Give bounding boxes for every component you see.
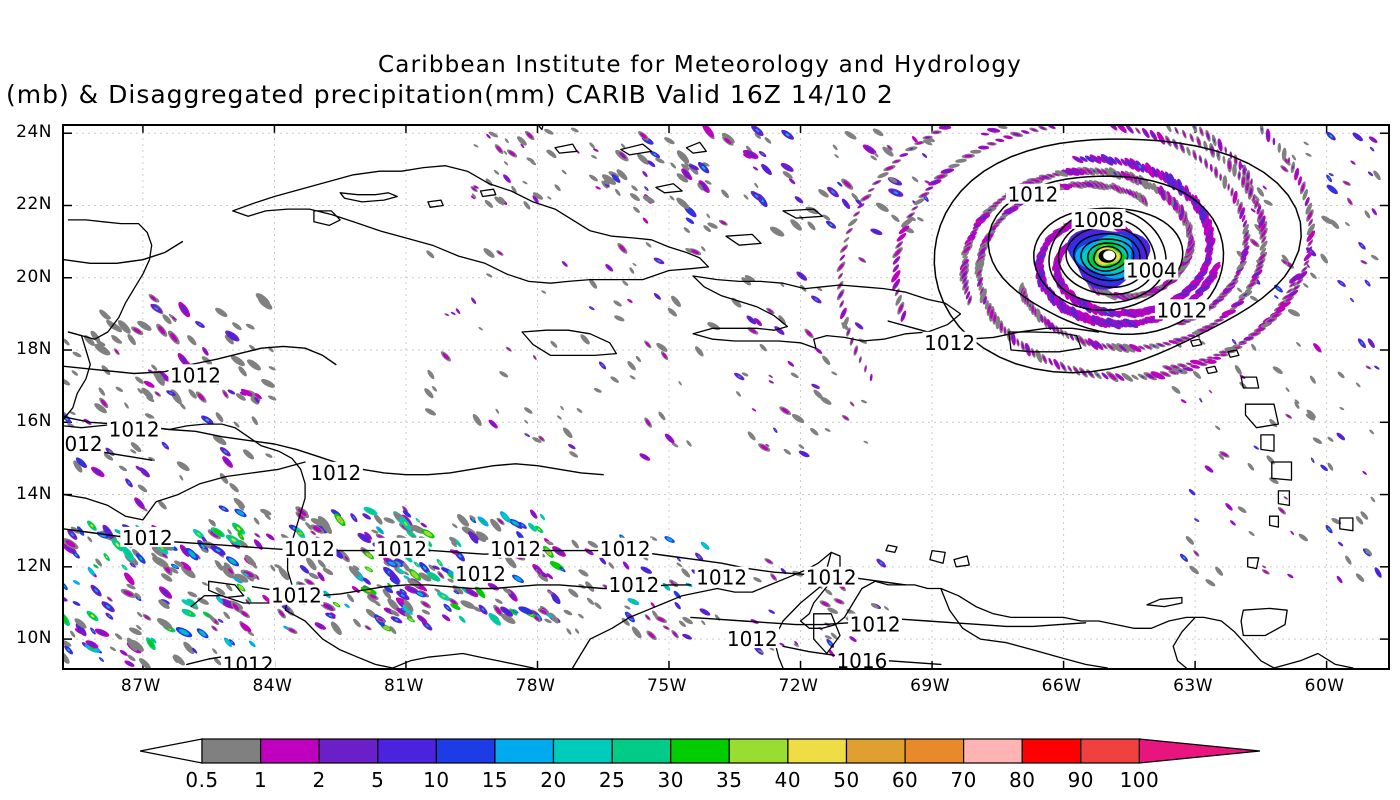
figure-title-line-2: (mb) & Disaggregated precipitation(mm) C… <box>6 80 894 109</box>
isobar-label: 1012 <box>170 363 221 387</box>
y-tick-label: 10N <box>16 628 52 649</box>
x-tick-label: 63W <box>1173 676 1214 696</box>
figure-title-block: Caribbean Institute for Meteorology and … <box>0 52 1400 109</box>
y-tick-label: 14N <box>16 483 52 504</box>
isobar-label: 1012 <box>608 573 659 597</box>
colorbar-tick-label: 20 <box>540 768 567 792</box>
x-tick-label: 66W <box>1041 676 1082 696</box>
isobar-label: 1008 <box>1073 208 1124 232</box>
colorbar-tick-label: 30 <box>657 768 684 792</box>
x-tick-label: 84W <box>252 676 293 696</box>
colorbar-tick-label: 2 <box>312 768 326 792</box>
isobar-label: 1012 <box>1007 183 1058 207</box>
y-tick-label: 20N <box>16 266 52 287</box>
isobar-label: 1012 <box>455 562 506 586</box>
x-tick-label: 72W <box>778 676 819 696</box>
isobar-label: 1012 <box>727 627 778 651</box>
colorbar-tick-label: 35 <box>716 768 743 792</box>
isobar-label: 1012 <box>924 331 975 355</box>
colorbar-tick-label: 1 <box>253 768 268 792</box>
isobar-label: 1012 <box>600 537 651 561</box>
y-tick-label: 12N <box>16 555 52 576</box>
isobar-label: 1012 <box>490 537 541 561</box>
isobar-labels: 1012100810041012101210121012101210121012… <box>64 183 1209 668</box>
map-canvas: 1012100810041012101210121012101210121012… <box>64 126 1388 668</box>
isobar-label: 1012 <box>223 652 274 668</box>
isobar-label: 1004 <box>1126 259 1177 283</box>
colorbar: 0.5 1 2 5 10 15 20 25 30 35 40 50 60 70 80 90 100 <box>140 735 1260 795</box>
colorbar-tick-label: 50 <box>833 768 860 792</box>
isobar-label: 1012 <box>1156 298 1207 322</box>
colorbar-swatches <box>140 738 1260 764</box>
x-tick-label: 87W <box>120 676 161 696</box>
colorbar-tick-label: 15 <box>481 768 509 792</box>
colorbar-tick-label: 70 <box>950 768 977 792</box>
isobar-label: 1012 <box>109 418 160 442</box>
isobar-label: 1012 <box>64 432 103 456</box>
x-tick-label: 81W <box>383 676 424 696</box>
isobar-label: 1016 <box>836 649 887 668</box>
colorbar-tick-label: 5 <box>371 768 385 792</box>
colorbar-tick-label: 80 <box>1009 768 1036 792</box>
isobar-label: 1012 <box>284 537 335 561</box>
y-tick-label: 24N <box>16 122 52 143</box>
isobar-label: 1012 <box>850 613 901 637</box>
x-tick-label: 75W <box>647 676 687 696</box>
y-tick-label: 22N <box>16 194 52 215</box>
colorbar-tick-label: 10 <box>423 768 450 792</box>
colorbar-tick-label: 0.5 <box>185 768 219 792</box>
isobar-label: 1012 <box>376 537 427 561</box>
y-tick-label: 18N <box>16 339 52 360</box>
colorbar-tick-label: 100 <box>1119 768 1160 792</box>
isobar-label: 1012 <box>696 566 747 590</box>
colorbar-tick-label: 25 <box>598 768 626 792</box>
map-plot-area: 1012100810041012101210121012101210121012… <box>62 124 1390 670</box>
isobar-label: 1012 <box>271 584 322 608</box>
x-tick-label: 78W <box>515 676 556 696</box>
x-tick-label: 60W <box>1304 676 1345 696</box>
y-tick-label: 16N <box>16 411 52 432</box>
isobar-label: 1012 <box>122 526 173 550</box>
figure-title-line-1: Caribbean Institute for Meteorology and … <box>378 52 1022 78</box>
colorbar-tick-label: 40 <box>774 768 802 792</box>
isobar-label: 1012 <box>806 566 857 590</box>
colorbar-tick-label: 90 <box>1067 768 1095 792</box>
isobar-label: 1012 <box>310 461 361 485</box>
pressure-isobars <box>64 138 1302 666</box>
colorbar-tick-label: 60 <box>891 768 919 792</box>
x-tick-label: 69W <box>910 676 951 696</box>
